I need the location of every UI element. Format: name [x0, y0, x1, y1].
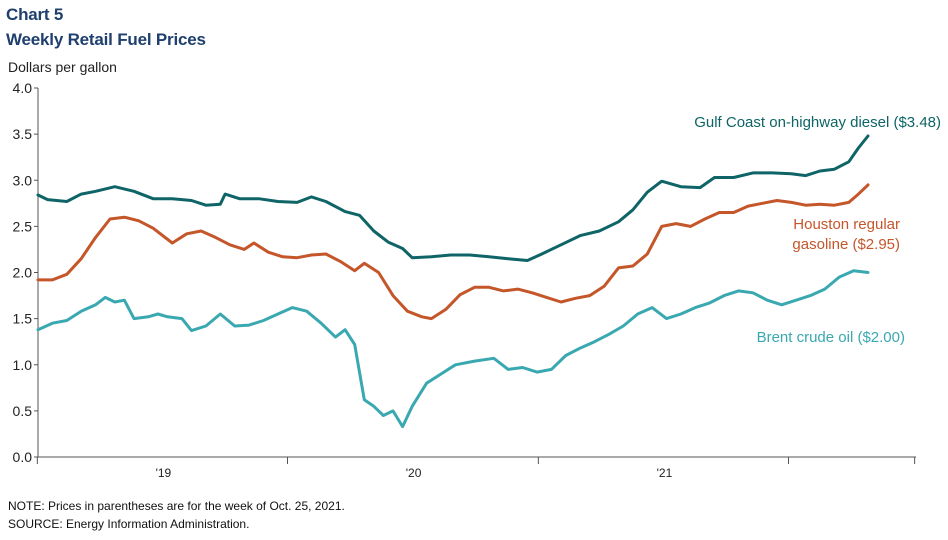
y-tick-label: 2.5 [13, 218, 33, 234]
series-line-1 [36, 183, 870, 321]
x-tick-label: '19 [156, 466, 172, 480]
y-tick-label: 2.0 [13, 265, 33, 281]
footnote-note: NOTE: Prices in parentheses are for the … [8, 499, 345, 513]
series-label-2: Brent crude oil ($2.00) [757, 329, 905, 346]
series-lines [36, 134, 870, 429]
series-line-2 [36, 269, 870, 429]
chart-title: Weekly Retail Fuel Prices [6, 30, 206, 49]
y-tick-label: 0.0 [13, 449, 33, 465]
axes: 0.0 0.5 1.0 1.5 2.0 2.5 3.0 3.5 4.0 '19 '20 '21 [13, 80, 916, 480]
y-tick-label: 0.5 [13, 403, 33, 419]
x-tick-label: '21 [657, 466, 673, 480]
series-line-0 [36, 134, 870, 262]
series-labels: Gulf Coast on-highway diesel ($3.48) Hous… [694, 114, 941, 346]
y-tick-label: 1.0 [13, 357, 33, 373]
x-tick-label: '20 [406, 466, 422, 480]
series-label-0: Gulf Coast on-highway diesel ($3.48) [694, 114, 941, 131]
y-axis-label: Dollars per gallon [8, 59, 117, 75]
y-tick-label: 1.5 [13, 311, 33, 327]
y-tick-label: 3.5 [13, 126, 33, 142]
chart-label: Chart 5 [6, 5, 64, 24]
footnote-source: SOURCE: Energy Information Administratio… [8, 517, 250, 531]
y-tick-label: 3.0 [13, 172, 33, 188]
series-label-1: Houston regular gasoline ($2.95) [792, 216, 900, 253]
y-tick-label: 4.0 [13, 80, 33, 96]
